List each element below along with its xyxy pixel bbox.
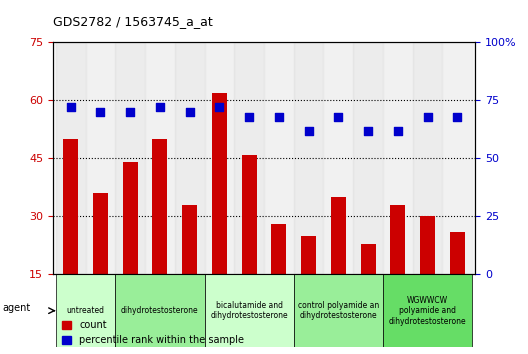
- Point: [245, 114, 253, 120]
- Bar: [361, 244, 375, 274]
- Bar: [242, 155, 257, 274]
- Point: [185, 109, 194, 115]
- Bar: [301, 236, 316, 274]
- Bar: [331, 197, 346, 274]
- Bar: [442, 42, 472, 274]
- Bar: [153, 139, 167, 274]
- Point: [305, 128, 313, 133]
- Text: agent: agent: [3, 303, 31, 313]
- Bar: [56, 42, 86, 274]
- Point: [126, 109, 134, 115]
- Point: [156, 104, 164, 110]
- Bar: [182, 205, 197, 274]
- Bar: [271, 224, 286, 274]
- Point: [334, 114, 343, 120]
- Text: untreated: untreated: [67, 306, 105, 315]
- Text: bicalutamide and
dihydrotestosterone: bicalutamide and dihydrotestosterone: [210, 301, 288, 320]
- Point: [423, 114, 432, 120]
- Bar: [294, 42, 324, 274]
- Legend: count, percentile rank within the sample: count, percentile rank within the sample: [58, 316, 248, 349]
- Bar: [86, 42, 115, 274]
- Bar: [420, 216, 435, 274]
- Point: [96, 109, 105, 115]
- Point: [364, 128, 372, 133]
- Point: [275, 114, 283, 120]
- Bar: [63, 139, 78, 274]
- Bar: [390, 205, 406, 274]
- Point: [67, 104, 75, 110]
- Bar: [204, 42, 234, 274]
- Bar: [212, 93, 227, 274]
- Bar: [450, 232, 465, 274]
- Bar: [93, 193, 108, 274]
- Text: dihydrotestosterone: dihydrotestosterone: [121, 306, 199, 315]
- Bar: [324, 42, 353, 274]
- FancyBboxPatch shape: [204, 274, 294, 347]
- Bar: [234, 42, 264, 274]
- FancyBboxPatch shape: [383, 274, 472, 347]
- Text: control polyamide an
dihydrotestosterone: control polyamide an dihydrotestosterone: [298, 301, 379, 320]
- Bar: [122, 162, 138, 274]
- FancyBboxPatch shape: [56, 274, 115, 347]
- FancyBboxPatch shape: [115, 274, 204, 347]
- Text: WGWWCW
polyamide and
dihydrotestosterone: WGWWCW polyamide and dihydrotestosterone: [389, 296, 466, 326]
- Text: GDS2782 / 1563745_a_at: GDS2782 / 1563745_a_at: [53, 15, 213, 28]
- Point: [215, 104, 223, 110]
- Bar: [264, 42, 294, 274]
- Bar: [353, 42, 383, 274]
- FancyBboxPatch shape: [294, 274, 383, 347]
- Point: [453, 114, 461, 120]
- Point: [394, 128, 402, 133]
- Bar: [145, 42, 175, 274]
- Bar: [413, 42, 442, 274]
- Bar: [383, 42, 413, 274]
- Bar: [115, 42, 145, 274]
- Bar: [175, 42, 204, 274]
